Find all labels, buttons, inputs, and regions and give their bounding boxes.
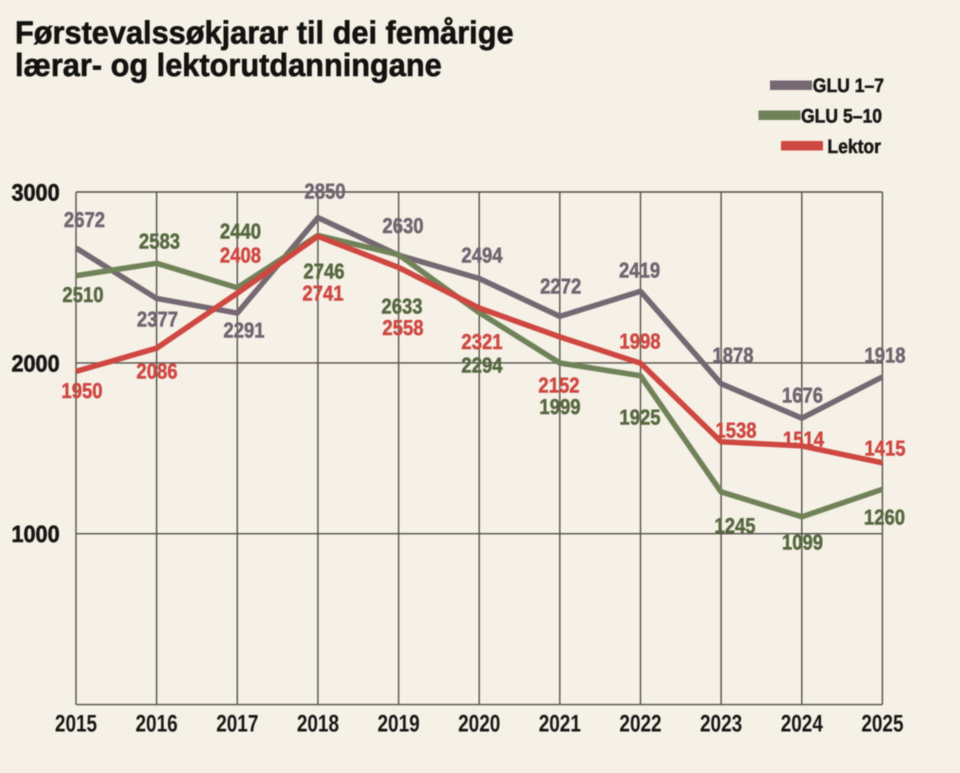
svg-text:2023: 2023 xyxy=(700,711,742,738)
svg-text:2741: 2741 xyxy=(302,282,343,306)
svg-text:1415: 1415 xyxy=(864,437,905,461)
svg-text:1998: 1998 xyxy=(619,330,660,354)
svg-text:1538: 1538 xyxy=(715,419,756,443)
svg-text:2024: 2024 xyxy=(781,711,824,738)
svg-text:2419: 2419 xyxy=(619,259,660,283)
svg-text:2086: 2086 xyxy=(136,360,177,384)
svg-text:2672: 2672 xyxy=(64,208,105,232)
svg-text:2016: 2016 xyxy=(136,711,178,738)
svg-text:GLU 5–10: GLU 5–10 xyxy=(801,105,882,127)
svg-text:1918: 1918 xyxy=(864,344,905,368)
svg-text:2015: 2015 xyxy=(55,711,97,738)
svg-text:Lektor: Lektor xyxy=(827,136,881,158)
svg-text:2000: 2000 xyxy=(12,350,60,376)
svg-text:1878: 1878 xyxy=(712,344,753,368)
svg-text:2294: 2294 xyxy=(461,354,502,378)
svg-text:1514: 1514 xyxy=(783,427,824,451)
svg-text:2022: 2022 xyxy=(619,711,661,738)
svg-text:2291: 2291 xyxy=(223,319,264,343)
svg-text:1950: 1950 xyxy=(61,379,102,403)
svg-text:2630: 2630 xyxy=(382,214,423,238)
svg-text:lærar- og lektorutdanningane: lærar- og lektorutdanningane xyxy=(15,47,442,83)
svg-text:2272: 2272 xyxy=(540,275,581,299)
svg-text:2321: 2321 xyxy=(461,330,502,354)
svg-text:2510: 2510 xyxy=(62,283,103,307)
svg-text:2021: 2021 xyxy=(539,711,581,738)
svg-text:2494: 2494 xyxy=(461,244,502,268)
svg-text:1245: 1245 xyxy=(714,514,755,538)
svg-text:2440: 2440 xyxy=(220,220,261,244)
svg-text:3000: 3000 xyxy=(12,179,60,205)
svg-text:2633: 2633 xyxy=(381,295,422,319)
svg-text:2020: 2020 xyxy=(458,711,500,738)
svg-text:1999: 1999 xyxy=(539,395,580,419)
svg-text:2377: 2377 xyxy=(137,308,178,332)
svg-text:2019: 2019 xyxy=(378,711,420,738)
svg-text:2408: 2408 xyxy=(220,244,261,268)
svg-text:1099: 1099 xyxy=(782,530,823,554)
svg-text:1260: 1260 xyxy=(864,505,905,529)
svg-text:Førstevalssøkjarar til dei fem: Førstevalssøkjarar til dei femårige xyxy=(15,15,514,51)
svg-text:2025: 2025 xyxy=(861,711,903,738)
svg-text:GLU 1–7: GLU 1–7 xyxy=(813,75,884,97)
svg-text:2850: 2850 xyxy=(304,180,345,204)
svg-text:1925: 1925 xyxy=(619,406,660,430)
svg-text:2746: 2746 xyxy=(303,260,344,284)
svg-text:1000: 1000 xyxy=(12,521,60,547)
svg-text:1676: 1676 xyxy=(782,384,823,408)
svg-text:2583: 2583 xyxy=(139,229,180,253)
svg-text:2018: 2018 xyxy=(297,711,339,738)
svg-text:2152: 2152 xyxy=(538,374,579,398)
svg-text:2017: 2017 xyxy=(216,711,258,738)
svg-text:2558: 2558 xyxy=(382,316,423,340)
